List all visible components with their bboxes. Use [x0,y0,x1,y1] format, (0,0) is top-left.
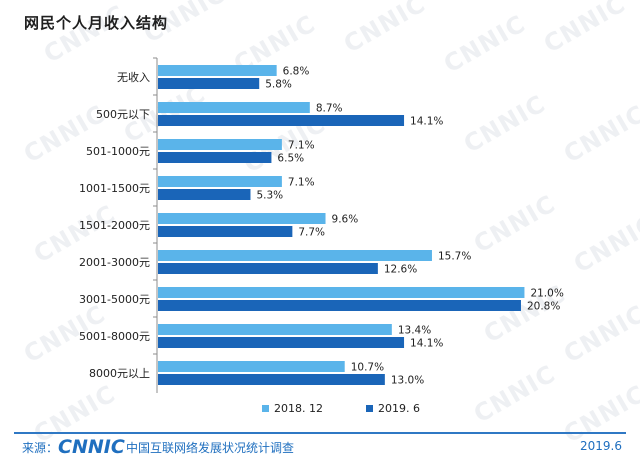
bar [158,139,282,150]
bar [158,324,392,335]
bar [158,250,432,261]
data-label: 5.3% [256,190,283,202]
data-label: 7.1% [288,140,315,152]
category-label: 2001-3000元 [79,256,150,269]
bar [158,361,345,372]
cnnic-logo: CNNIC [58,436,125,458]
data-label: 9.6% [332,214,359,226]
data-label: 21.0% [530,288,563,300]
data-label: 8.7% [316,103,343,115]
category-label: 5001-8000元 [79,330,150,343]
data-label: 14.1% [410,116,443,128]
category-label: 3001-5000元 [79,293,150,306]
source-label: 来源： [22,441,59,455]
source-organization: 中国互联网络发展状况统计调查 [126,441,295,455]
category-label: 501-1000元 [86,145,150,158]
data-label: 7.1% [288,177,315,189]
bar [158,226,293,237]
category-label: 无收入 [117,70,150,84]
bar [158,189,251,200]
data-label: 15.7% [438,251,471,263]
bar [158,300,521,311]
bar [158,263,378,274]
data-label: 12.6% [384,264,417,276]
data-label: 14.1% [410,338,443,350]
data-label: 10.7% [351,362,384,374]
bar [158,102,310,113]
legend-label: 2019. 6 [378,402,420,415]
data-label: 20.8% [527,301,560,313]
data-label: 6.5% [277,153,304,165]
bar [158,213,326,224]
legend-swatch [262,405,269,412]
bar [158,337,405,348]
bar [158,78,260,89]
bar [158,65,277,76]
bar [158,176,282,187]
bar [158,152,272,163]
category-label: 8000元以上 [89,367,150,380]
data-label: 13.0% [391,375,424,387]
page-title: 网民个人月收入结构 [24,14,169,32]
data-label: 13.4% [398,325,431,337]
bar [158,374,385,385]
data-label: 6.8% [283,66,310,78]
data-label: 7.7% [298,227,325,239]
legend-swatch [366,405,373,412]
footer: 来源： CNNIC 中国互联网络发展状况统计调查 2019.6 [22,436,622,458]
category-label: 500元以下 [96,108,150,121]
data-label: 5.8% [265,79,292,91]
category-label: 1501-2000元 [79,219,150,232]
bar [158,115,405,126]
legend-label: 2018. 12 [274,402,323,415]
bar [158,287,525,298]
category-label: 1001-1500元 [79,182,150,195]
footer-divider [14,432,626,434]
report-date: 2019.6 [580,439,622,453]
